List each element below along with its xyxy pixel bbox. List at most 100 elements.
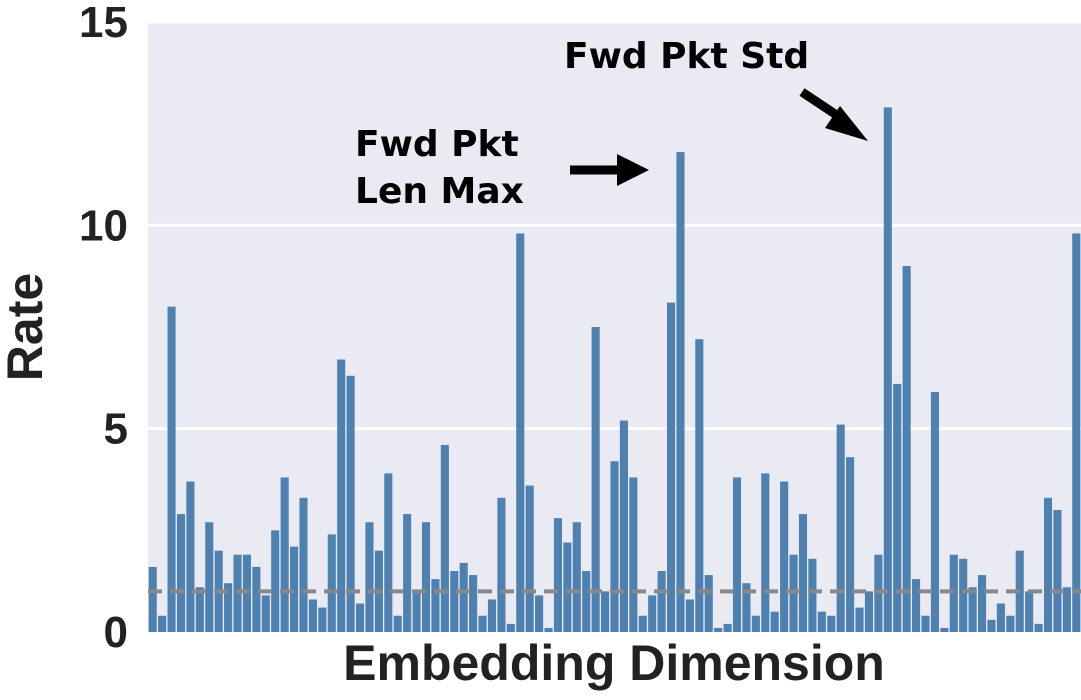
bar xyxy=(742,583,751,632)
bar xyxy=(648,595,657,632)
bar xyxy=(271,530,280,632)
bar xyxy=(714,627,723,632)
bar xyxy=(732,477,742,632)
bar xyxy=(676,152,685,632)
bar xyxy=(252,566,261,632)
bar xyxy=(1025,591,1034,632)
bar xyxy=(827,615,836,632)
bar xyxy=(883,107,892,632)
bars xyxy=(148,107,1081,632)
bar xyxy=(912,579,921,632)
bar xyxy=(384,473,393,632)
bar xyxy=(836,424,845,632)
bar xyxy=(619,420,628,632)
bar xyxy=(440,444,449,632)
bar xyxy=(601,591,610,632)
bar xyxy=(1072,233,1081,632)
bar xyxy=(299,497,308,632)
bar xyxy=(789,554,798,632)
bar xyxy=(996,603,1005,632)
bar xyxy=(855,607,864,632)
bar xyxy=(233,554,242,632)
bar xyxy=(535,595,544,632)
y-tick-label: 15 xyxy=(79,0,128,47)
bar xyxy=(431,579,440,632)
bar xyxy=(695,339,704,632)
annotation-arrowhead-right xyxy=(617,154,649,186)
bar xyxy=(242,554,251,632)
bar xyxy=(308,599,317,632)
bar xyxy=(224,583,233,632)
annotation-fwd-pkt-std-text: Fwd Pkt Std xyxy=(564,36,809,77)
bar xyxy=(930,392,939,632)
bar xyxy=(1034,623,1043,632)
y-tick-label: 10 xyxy=(79,201,128,250)
y-axis-label: Rate xyxy=(0,273,53,381)
annotation-fwd-pkt-len-max-line2: Len Max xyxy=(355,171,524,212)
bar xyxy=(497,497,506,632)
bar xyxy=(817,611,826,632)
bar xyxy=(704,575,713,632)
bar xyxy=(1062,587,1071,632)
bar xyxy=(393,615,402,632)
annotation-arrowhead-down-right xyxy=(825,106,868,141)
bar xyxy=(186,481,195,632)
bar xyxy=(808,558,817,632)
bar xyxy=(355,603,365,632)
bar xyxy=(780,481,789,632)
bar xyxy=(572,522,581,632)
bar xyxy=(582,571,591,632)
bar xyxy=(798,514,808,632)
bar xyxy=(893,383,902,632)
bar xyxy=(751,615,760,632)
bar xyxy=(685,599,694,632)
bar xyxy=(977,575,987,632)
bar xyxy=(327,534,336,632)
annotation-fwd-pkt-len-max: Fwd Pkt Len Max xyxy=(355,124,649,212)
bar xyxy=(176,514,186,632)
bar xyxy=(337,359,346,632)
bar xyxy=(563,542,572,632)
bar xyxy=(959,558,968,632)
bar xyxy=(591,327,600,632)
bar xyxy=(487,599,497,632)
bar xyxy=(450,571,459,632)
bar xyxy=(1043,497,1053,632)
bar xyxy=(516,233,525,632)
bar xyxy=(148,566,157,632)
bar xyxy=(610,461,619,632)
bar xyxy=(987,619,996,632)
bar xyxy=(657,571,666,632)
bar xyxy=(506,623,515,632)
bar xyxy=(525,485,534,632)
annotation-fwd-pkt-len-max-line1: Fwd Pkt xyxy=(355,124,519,165)
bar xyxy=(365,522,374,632)
bar xyxy=(846,457,855,632)
bar xyxy=(629,477,638,632)
y-tick-label: 0 xyxy=(104,608,128,657)
bar xyxy=(195,587,204,632)
bar xyxy=(403,514,412,632)
y-tick-label: 5 xyxy=(104,405,128,454)
bar xyxy=(544,627,553,632)
bar xyxy=(949,554,958,632)
bar xyxy=(638,615,647,632)
bar xyxy=(770,611,779,632)
bar xyxy=(469,575,478,632)
bar xyxy=(940,627,949,632)
bar xyxy=(1053,510,1062,632)
bar xyxy=(921,615,930,632)
x-axis-label: Embedding Dimension xyxy=(343,635,885,691)
bar xyxy=(290,546,299,632)
bar xyxy=(723,623,732,632)
annotation-fwd-pkt-std: Fwd Pkt Std xyxy=(564,36,868,141)
bar xyxy=(459,562,468,632)
bar xyxy=(346,375,355,632)
bar xyxy=(412,591,421,632)
bar xyxy=(1006,615,1015,632)
bar xyxy=(158,615,167,632)
bar xyxy=(478,615,487,632)
bar xyxy=(968,587,977,632)
y-axis-ticks: 0 5 10 15 xyxy=(79,0,128,657)
